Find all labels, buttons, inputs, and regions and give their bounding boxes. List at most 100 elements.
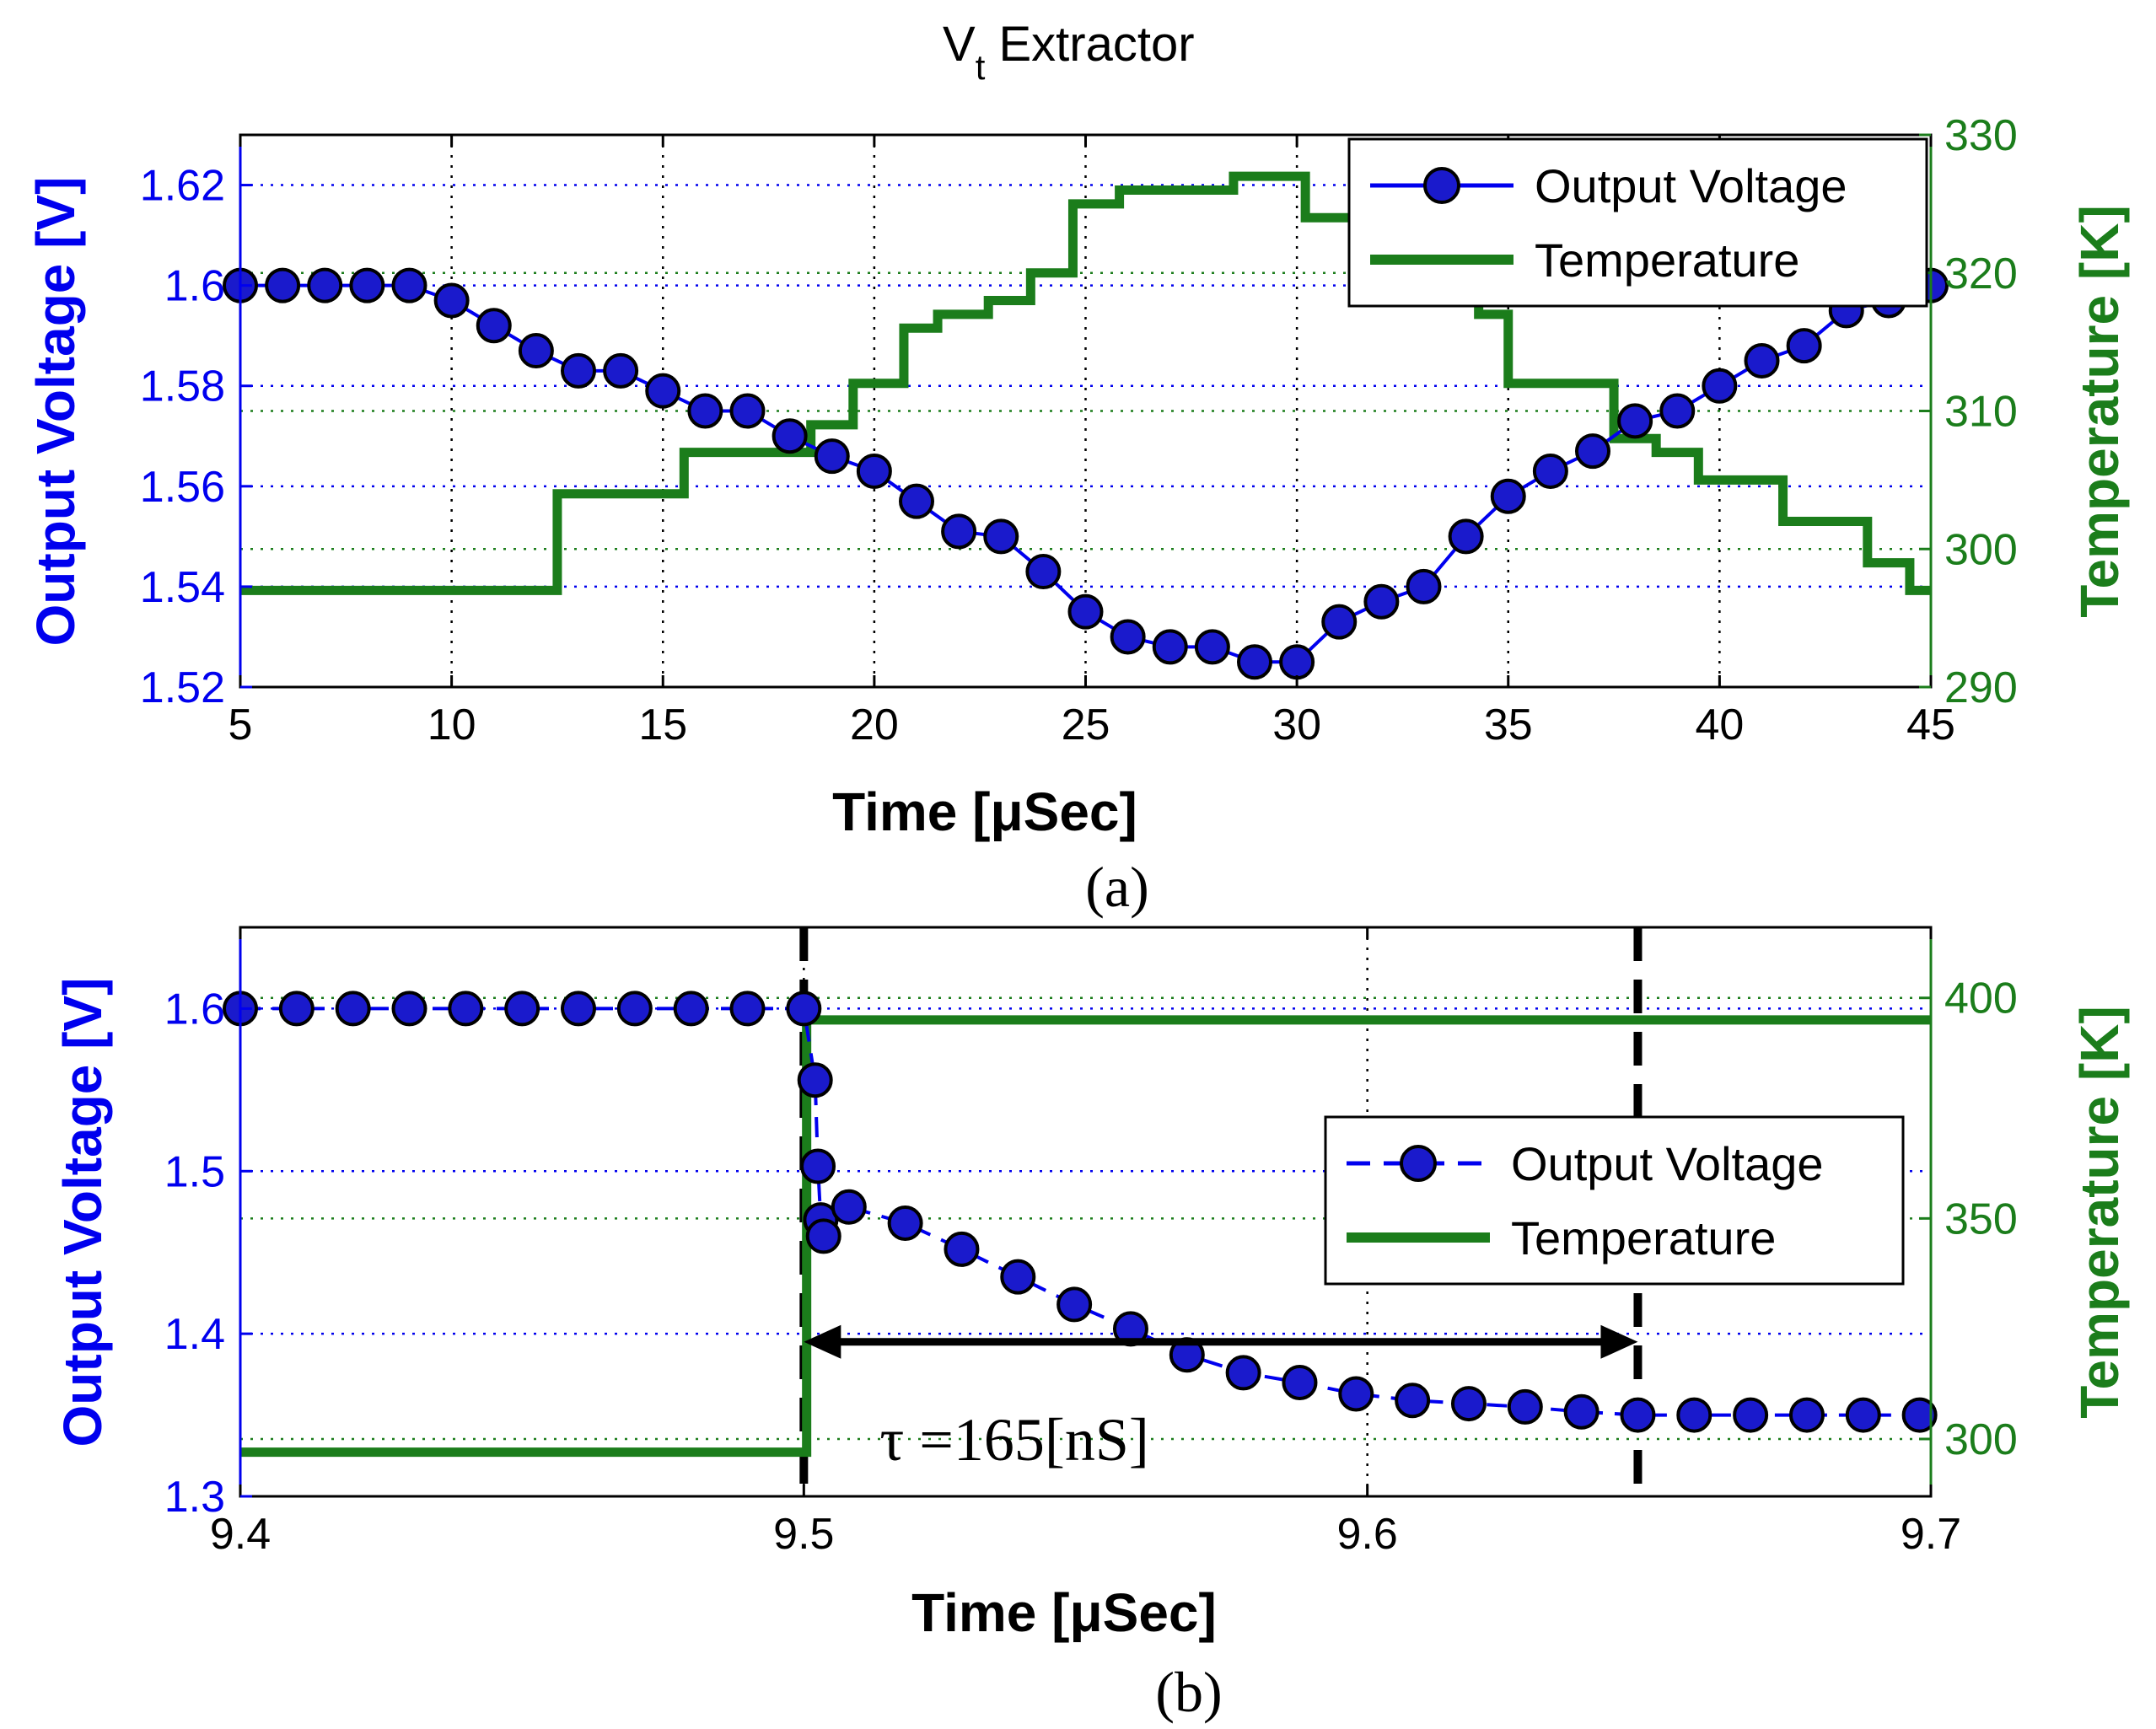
x-tick-label: 5 <box>229 701 253 749</box>
voltage-marker <box>1067 593 1104 630</box>
chart-title: Vt Extractor <box>943 17 1195 87</box>
x-tick-label: 9.6 <box>1337 1510 1398 1559</box>
voltage-marker <box>673 991 709 1027</box>
x-tick-label: 25 <box>1062 701 1110 749</box>
x-tick-label: 15 <box>638 701 687 749</box>
voltage-marker <box>603 352 639 389</box>
voltage-marker <box>1321 604 1358 640</box>
tau-arrow-head-left <box>804 1324 841 1359</box>
x-tick-label: 9.4 <box>210 1510 271 1559</box>
voltage-marker <box>1025 554 1062 590</box>
voltage-marker <box>1786 328 1822 364</box>
voltage-marker <box>476 308 512 344</box>
voltage-marker <box>800 1148 836 1184</box>
voltage-marker <box>1406 568 1442 604</box>
panel-a: Vt Extractor 5 10 15 20 25 30 35 40 45 1.52 1.54 1.… <box>25 17 2130 919</box>
voltage-marker <box>1152 629 1188 665</box>
voltage-marker <box>433 282 470 319</box>
voltage-marker <box>1507 1388 1543 1425</box>
voltage-marker <box>561 352 596 389</box>
voltage-marker <box>278 991 315 1027</box>
voltage-marker <box>1225 1355 1261 1391</box>
voltage-marker <box>1702 368 1738 404</box>
voltage-marker <box>1450 1386 1487 1422</box>
y-right-tick-label: 290 <box>1944 663 2018 712</box>
voltage-marker <box>1056 1286 1093 1323</box>
y-right-tick-label: 330 <box>1944 111 2018 160</box>
voltage-marker <box>391 991 427 1027</box>
voltage-marker <box>1363 583 1400 620</box>
x-tick-label: 9.7 <box>1901 1510 1961 1559</box>
y-left-tick-label: 1.6 <box>164 985 225 1034</box>
x-tick-label: 45 <box>1906 701 1955 749</box>
voltage-marker <box>335 991 371 1027</box>
voltage-marker <box>1901 1397 1938 1433</box>
panel-b: 9.4 9.5 9.6 9.7 1.3 1.4 1.5 1.6 300 350 400 τ =165… <box>52 926 2130 1724</box>
voltage-marker <box>1563 1393 1600 1430</box>
x-tick-label: 30 <box>1272 701 1321 749</box>
voltage-marker <box>349 267 385 303</box>
voltage-marker <box>786 991 822 1027</box>
y-axis-right-label-a: Temperature [K] <box>2069 205 2130 618</box>
x-tick-label: 9.5 <box>773 1510 834 1559</box>
tau-arrow-head-right <box>1600 1324 1638 1359</box>
voltage-marker <box>616 991 653 1027</box>
x-tick-label: 35 <box>1484 701 1533 749</box>
voltage-marker <box>307 267 343 303</box>
y-axis-left-label-b: Output Voltage [V] <box>52 978 113 1447</box>
y-axis-left-label-a: Output Voltage [V] <box>25 177 86 647</box>
temperature-line <box>240 1015 1931 1458</box>
x-tick-label: 20 <box>850 701 899 749</box>
x-tick-label: 40 <box>1695 701 1744 749</box>
y-left-tick-label: 1.6 <box>164 262 225 311</box>
voltage-marker <box>1279 644 1315 680</box>
voltage-marker <box>797 1062 833 1098</box>
voltage-marker <box>1448 518 1484 555</box>
legend-box-a <box>1347 137 1928 308</box>
y-right-tick-label: 300 <box>1944 525 2018 574</box>
voltage-marker <box>1490 478 1526 514</box>
voltage-marker <box>1237 644 1272 680</box>
voltage-marker <box>1194 629 1230 665</box>
voltage-marker <box>687 393 723 429</box>
voltage-marker <box>941 513 977 550</box>
legend-voltage-label-b: Output Voltage <box>1511 1137 1824 1190</box>
voltage-marker <box>831 1189 867 1225</box>
legend-temperature-label-a: Temperature <box>1535 234 1799 287</box>
legend-voltage-label-a: Output Voltage <box>1535 159 1847 212</box>
voltage-marker <box>729 991 766 1027</box>
y-left-tick-label: 1.52 <box>140 663 225 712</box>
voltage-marker <box>805 1218 841 1254</box>
voltage-marker <box>1575 433 1610 470</box>
voltage-marker <box>772 418 808 454</box>
voltage-marker <box>1845 1397 1881 1433</box>
x-axis-label-a: Time [μSec] <box>832 781 1137 842</box>
voltage-marker <box>1395 1383 1431 1419</box>
voltage-marker <box>729 393 766 429</box>
x-tick-label: 10 <box>427 701 476 749</box>
voltage-marker <box>1282 1365 1318 1400</box>
voltage-marker <box>1110 619 1146 655</box>
voltage-marker <box>899 483 934 519</box>
voltage-marker <box>265 267 301 303</box>
tau-annotation: τ =165[nS] <box>879 1406 1149 1474</box>
voltage-marker <box>504 991 540 1027</box>
y-left-tick-label: 1.3 <box>164 1473 225 1522</box>
y-right-tick-label: 350 <box>1944 1195 2018 1243</box>
voltage-line <box>240 1007 1920 1417</box>
caption-b: (b) <box>1155 1660 1222 1724</box>
legend-voltage-marker-b <box>1400 1145 1437 1182</box>
voltage-marker <box>944 1231 980 1267</box>
y-left-tick-label: 1.62 <box>140 162 225 211</box>
legend-voltage-marker-a <box>1423 167 1460 204</box>
voltage-marker <box>1659 393 1696 429</box>
voltage-marker <box>983 518 1019 555</box>
y-axis-right-label-b: Temperature [K] <box>2069 1006 2130 1419</box>
y-right-tick-label: 320 <box>1944 250 2018 298</box>
voltage-marker <box>1338 1376 1374 1412</box>
voltage-marker <box>1532 453 1568 489</box>
voltage-marker <box>518 333 554 369</box>
caption-a: (a) <box>1085 855 1148 919</box>
legend-a: Output Voltage Temperature <box>1347 137 1928 308</box>
